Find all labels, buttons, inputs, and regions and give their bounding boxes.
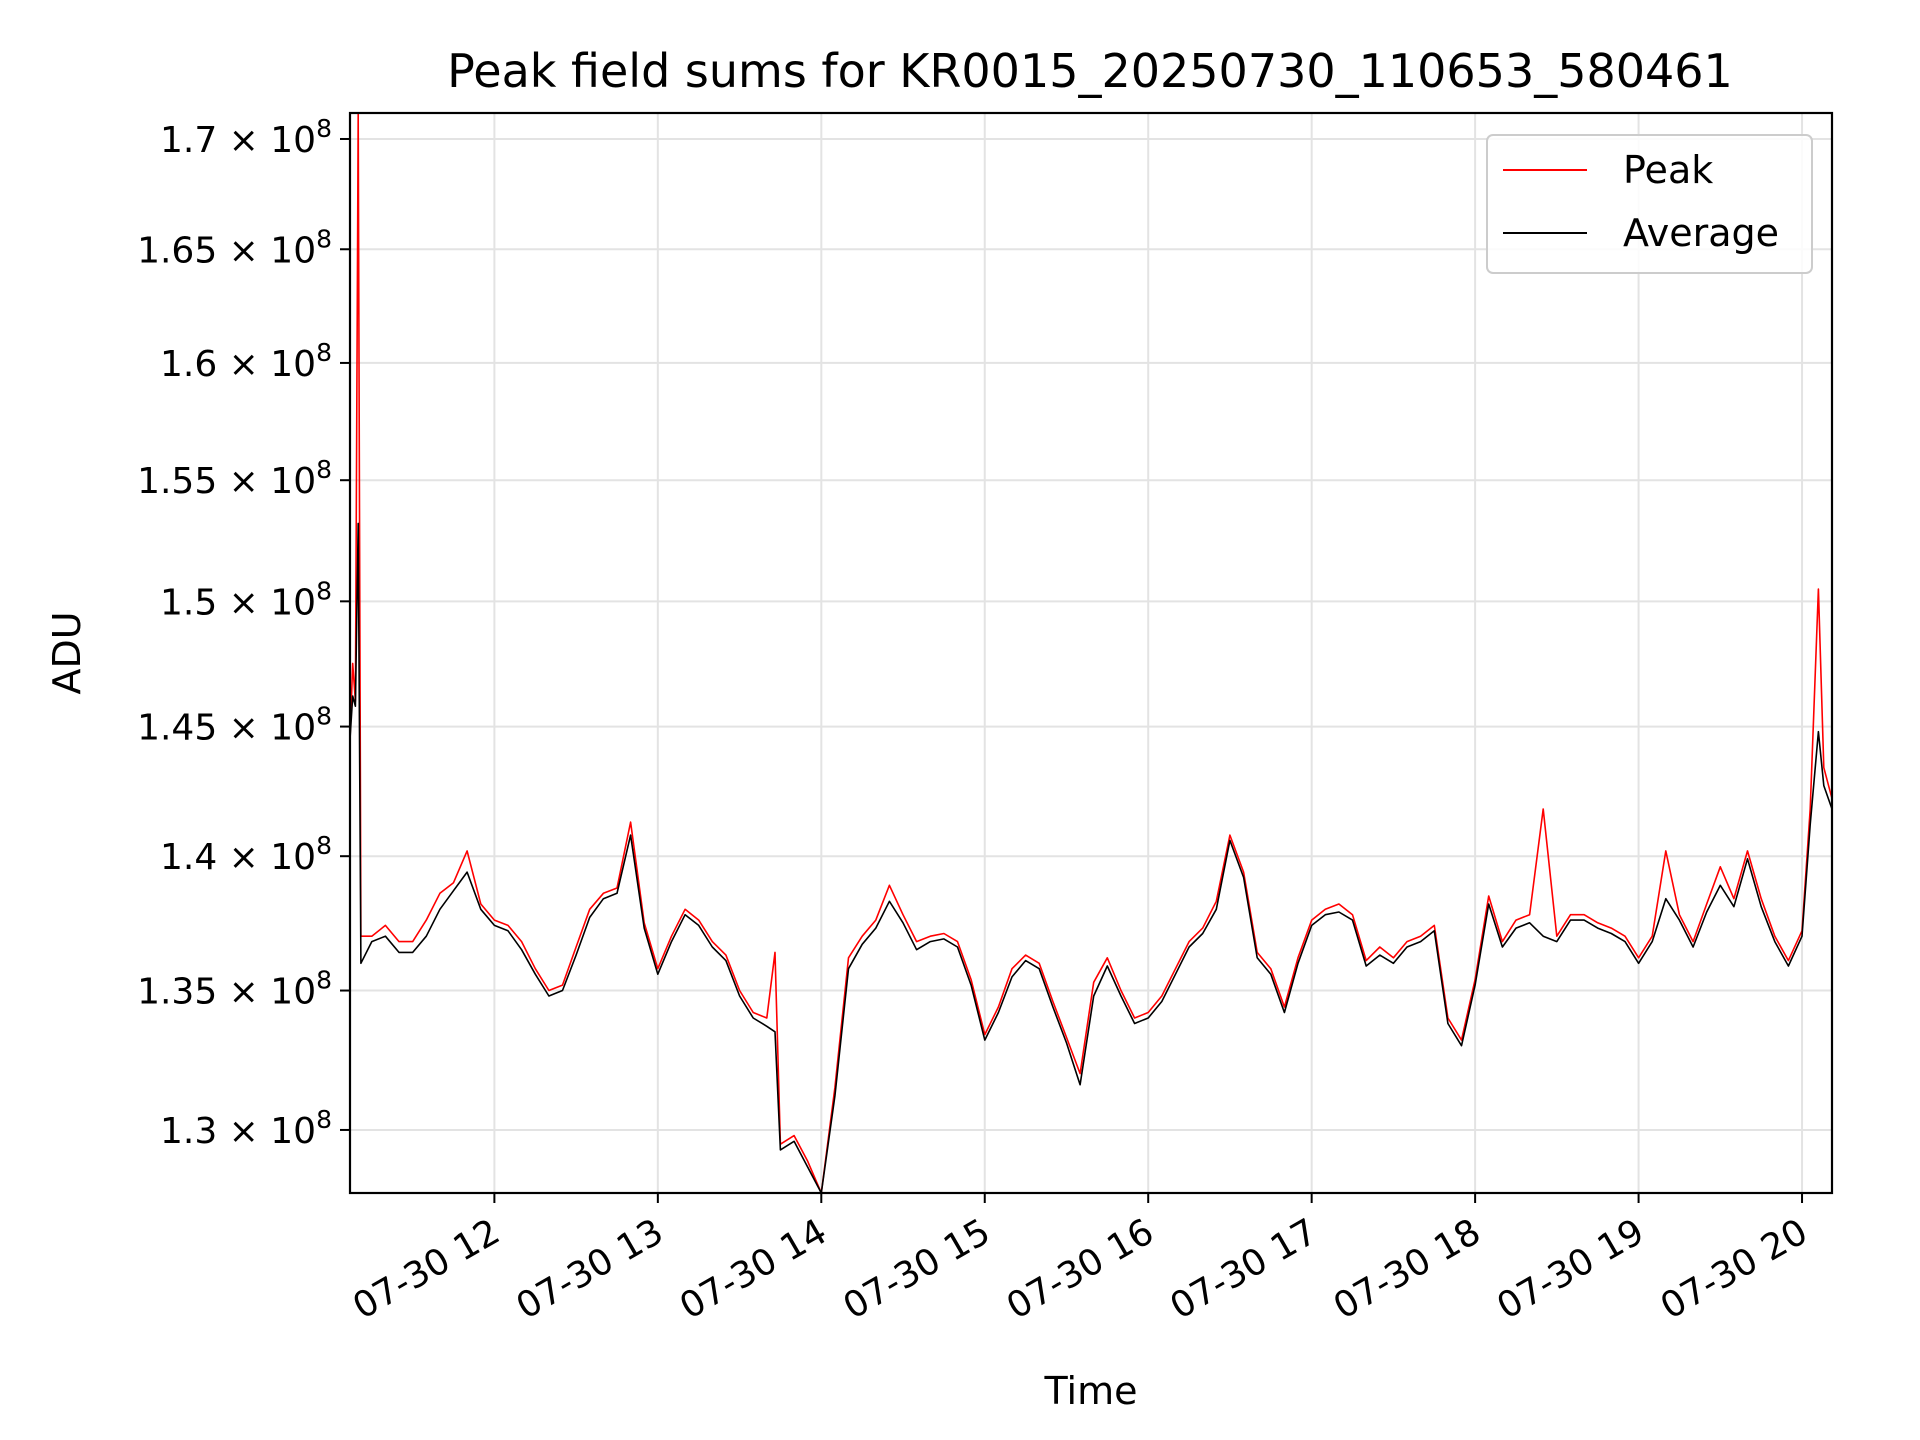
- y-tick-label: 1.45 × 108: [137, 702, 332, 749]
- y-tick-label: 1.4 × 108: [160, 831, 332, 878]
- y-tick-label: 1.3 × 108: [160, 1105, 332, 1152]
- legend: Peak Average: [1486, 134, 1813, 274]
- x-axis-label: Time: [1044, 1369, 1138, 1413]
- legend-label-average: Average: [1623, 211, 1779, 255]
- chart-title: Peak field sums for KR0015_20250730_1106…: [447, 44, 1733, 98]
- legend-label-peak: Peak: [1623, 148, 1713, 192]
- y-tick-label: 1.6 × 108: [160, 338, 332, 385]
- series-line-peak: [350, 113, 1832, 1193]
- y-axis: 1.3 × 108 1.35 × 108 1.4 × 108 1.45 × 108 1.…: [137, 114, 350, 1152]
- y-tick-label: 1.5 × 108: [160, 576, 332, 623]
- series-line-average: [350, 522, 1832, 1193]
- plot-frame: [348, 111, 1834, 1195]
- y-tick-label: 1.7 × 108: [160, 114, 332, 161]
- grid: [350, 113, 1832, 1193]
- y-tick-label: 1.65 × 108: [137, 224, 332, 271]
- y-tick-label: 1.55 × 108: [137, 455, 332, 502]
- series-lines: [350, 113, 1832, 1193]
- y-tick-label: 1.35 × 108: [137, 966, 332, 1013]
- y-axis-label: ADU: [45, 611, 89, 694]
